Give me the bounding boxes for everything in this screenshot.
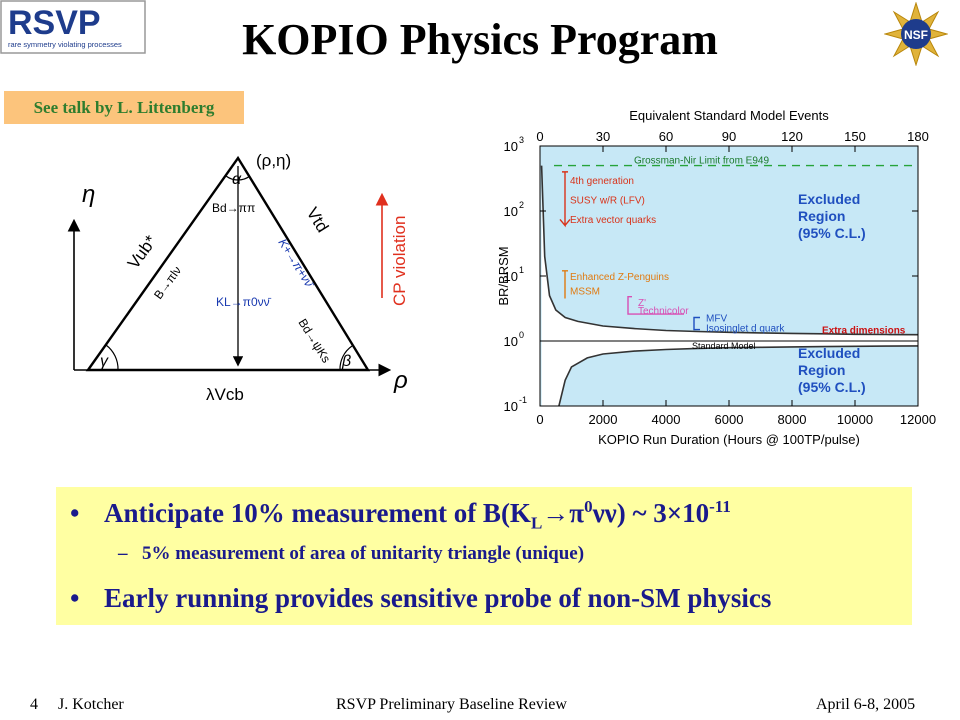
y-tick-label: 10 — [504, 399, 518, 414]
bullet-1: • Anticipate 10% measurement of B(KL→π0νν… — [70, 497, 731, 533]
y-tick-label: 10 — [504, 269, 518, 284]
bd-pipi-label: Bd→ππ — [212, 201, 255, 215]
x-tick-label: 4000 — [652, 412, 681, 427]
excluded-label-line: Excluded — [798, 191, 860, 207]
beta-label: β — [341, 353, 351, 370]
chart-annotation: Z' — [638, 298, 646, 309]
chart-annotation: MSSM — [570, 286, 600, 297]
y-axis-title: BR/BRSM — [496, 246, 511, 305]
top-tick-label: 150 — [844, 129, 866, 144]
rsvp-logo-text: RSVP — [8, 4, 101, 42]
gamma-label: γ — [100, 353, 109, 370]
bullet-2-text: Early running provides sensitive probe o… — [104, 583, 772, 613]
x-tick-label: 10000 — [837, 412, 873, 427]
bullet-1-marker: • — [70, 498, 80, 528]
footer-date: April 6-8, 2005 — [816, 696, 916, 713]
footer-event: RSVP Preliminary Baseline Review — [336, 696, 567, 713]
top-tick-label: 0 — [536, 129, 543, 144]
page-number: 4 — [30, 696, 38, 713]
top-tick-label: 180 — [907, 129, 929, 144]
top-tick-label: 90 — [722, 129, 736, 144]
standard-model-label: Standard Model — [692, 341, 756, 351]
bullet-2-marker: • — [70, 583, 80, 613]
alpha-label: α — [232, 171, 242, 188]
slide-title: KOPIO Physics Program — [242, 15, 718, 64]
bullet-1-superscript: 0 — [584, 497, 593, 516]
excluded-label-line: (95% C.L.) — [798, 379, 866, 395]
sub-bullet-1: –5% measurement of area of unitarity tri… — [118, 543, 584, 565]
bullet-2: • Early running provides sensitive probe … — [70, 583, 771, 614]
sub-bullet-1-text: 5% measurement of area of unitarity tria… — [142, 543, 585, 564]
footer-author: J. Kotcher — [58, 696, 124, 713]
y-tick-exponent: 2 — [519, 200, 524, 210]
chart-annotation: MFV — [706, 313, 727, 324]
y-tick-label: 10 — [504, 139, 518, 154]
chart-annotation: 4th generation — [570, 176, 634, 187]
chart-annotation: Technicolor — [638, 306, 689, 317]
x-tick-label: 12000 — [900, 412, 936, 427]
bullet-1-subscript: L — [530, 513, 543, 533]
excluded-label-line: (95% C.L.) — [798, 225, 866, 241]
technicolor-bracket — [627, 296, 684, 315]
base-label: λVcb — [206, 385, 244, 404]
chart-annotation: Extra dimensions — [822, 326, 906, 337]
chart-annotation: SUSY w/R (LFV) — [570, 196, 645, 207]
x-tick-label: 2000 — [589, 412, 618, 427]
b-pilnu-label: B→πlν — [151, 264, 184, 302]
y-tick-label: 10 — [504, 334, 518, 349]
y-tick-exponent: 3 — [519, 135, 524, 145]
top-tick-label: 60 — [659, 129, 673, 144]
chart-annotation: Enhanced Z-Penguins — [570, 272, 669, 283]
y-tick-exponent: 1 — [519, 265, 524, 275]
x-tick-label: 0 — [536, 412, 543, 427]
x-tick-label: 6000 — [715, 412, 744, 427]
k-pinunu-label: K+→π+νν̄ — [275, 236, 317, 291]
triangle-outline — [85, 155, 371, 372]
bullet-1-rest: νν) ~ 3×10 — [592, 498, 710, 528]
chart-plot-region — [540, 146, 918, 406]
top-tick-label: 120 — [781, 129, 803, 144]
zpenguin-bracket — [562, 270, 568, 299]
cp-violation-label: CP violation — [390, 216, 409, 306]
vtd-label: Vtd — [303, 204, 333, 236]
rsvp-logo-tagline: rare symmetry violating processes — [8, 40, 122, 49]
vub-label: Vub* — [124, 232, 161, 273]
top-tick-label: 30 — [596, 129, 610, 144]
bullet-1-text: Anticipate 10% measurement of B(K — [104, 498, 531, 528]
rsvp-logo: RSVP rare symmetry violating processes — [0, 0, 146, 54]
kl-pi0nunu-label: KL→π0νν̄ — [216, 295, 272, 309]
eta-axis-label: η — [82, 181, 95, 208]
susy-bracket — [559, 171, 571, 228]
top-axis-title: Equivalent Standard Model Events — [629, 108, 829, 123]
excluded-label-line: Excluded — [798, 345, 860, 361]
y-tick-exponent: -1 — [519, 395, 527, 405]
bullet-1-arrow: →π — [542, 498, 585, 528]
rho-axis-label: ρ — [393, 367, 408, 394]
x-tick-label: 8000 — [778, 412, 807, 427]
chart-annotation: Extra vector quarks — [570, 215, 656, 226]
grossman-nir-label: Grossman-Nir Limit from E949 — [634, 156, 769, 167]
y-tick-exponent: 0 — [519, 330, 524, 340]
nsf-logo: NSF — [884, 2, 948, 66]
x-axis-title: KOPIO Run Duration (Hours @ 100TP/pulse) — [598, 432, 860, 447]
sub-bullet-1-marker: – — [118, 543, 128, 564]
y-tick-label: 10 — [504, 204, 518, 219]
bullet-box: • Anticipate 10% measurement of B(KL→π0νν… — [56, 487, 912, 625]
unitarity-triangle-diagram: η ρ (ρ,η) α γ β Bd→ππ Vub* B→πlν Vtd K+→… — [67, 151, 409, 404]
excluded-label-line: Region — [798, 362, 845, 378]
slide-footer: 4 J. Kotcher RSVP Preliminary Baseline R… — [0, 696, 960, 718]
vertex-label: (ρ,η) — [256, 151, 291, 170]
bd-psiks-label: Bd→ψKs — [295, 316, 333, 365]
nsf-logo-text: NSF — [904, 28, 928, 42]
excluded-label-line: Region — [798, 208, 845, 224]
upper-bound-curve — [540, 165, 919, 336]
mfv-bracket — [693, 316, 700, 331]
chart-annotation: Isosinglet d quark — [706, 324, 785, 335]
reference-note: See talk by L. Littenberg — [4, 91, 244, 124]
bullet-1-exponent: -11 — [709, 497, 731, 516]
lower-bound-curve — [558, 345, 919, 407]
